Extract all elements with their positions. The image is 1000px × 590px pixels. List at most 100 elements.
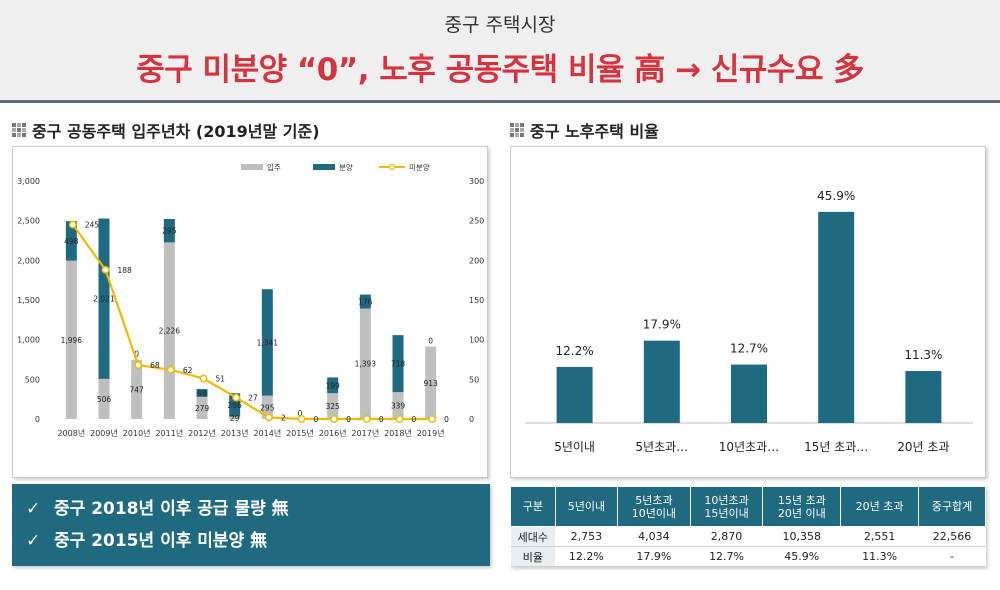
unsold-data-label: 0 bbox=[346, 415, 351, 424]
ratio-bar bbox=[556, 366, 593, 423]
x-tick-label: 10년초과… bbox=[719, 440, 779, 454]
left-section-title: 중구 공동주택 입주년차 (2019년말 기준) bbox=[12, 118, 320, 142]
move-in-data-label: 29 bbox=[230, 414, 240, 423]
right-section-title: 중구 노후주택 비율 bbox=[510, 118, 659, 142]
table-header-cell: 15년 초과 20년 이내 bbox=[762, 486, 842, 527]
sale-data-label: 295 bbox=[162, 227, 177, 236]
move-in-bar bbox=[229, 416, 241, 419]
legend-swatch-move-in bbox=[241, 164, 263, 170]
legend-marker-unsold bbox=[388, 163, 396, 171]
right-section-title-text: 중구 노후주택 비율 bbox=[530, 122, 659, 141]
unsold-point bbox=[395, 415, 404, 423]
move-in-data-label: 295 bbox=[260, 403, 275, 412]
y-left-tick-label: 0 bbox=[35, 415, 40, 424]
sale-bar bbox=[163, 219, 175, 243]
sale-data-label: 498 bbox=[64, 237, 79, 246]
legend-label: 분양 bbox=[339, 163, 353, 172]
unsold-point bbox=[428, 415, 437, 423]
unsold-point bbox=[68, 220, 77, 229]
check-icon: ✓ bbox=[26, 499, 41, 519]
y-right-tick-label: 150 bbox=[469, 296, 484, 305]
unsold-data-label: 0 bbox=[379, 415, 384, 424]
y-left-tick-label: 500 bbox=[25, 375, 40, 384]
unsold-data-label: 2 bbox=[281, 413, 286, 422]
move-in-data-label: 1,996 bbox=[61, 336, 83, 345]
y-right-tick-label: 0 bbox=[469, 415, 474, 424]
table-cell: 12.2% bbox=[555, 546, 618, 567]
unsold-data-label: 188 bbox=[118, 266, 133, 275]
legend-label: 미분양 bbox=[409, 163, 430, 172]
aging-ratio-chart: 12.2% 5년이내 17.9% 5년초과… 12.7% 10년초과… 45.9% 15년 초… bbox=[525, 189, 973, 454]
check-icon: ✓ bbox=[26, 531, 41, 551]
move-in-data-label: 1,393 bbox=[355, 360, 377, 369]
y-left-tick-label: 2,000 bbox=[17, 256, 40, 265]
sale-bar bbox=[98, 218, 110, 379]
sale-bar bbox=[327, 377, 339, 394]
y-left-tick-label: 3,000 bbox=[17, 177, 40, 186]
move-in-data-label: 279 bbox=[195, 404, 210, 413]
move-in-bar bbox=[131, 359, 143, 419]
callout-text: 중구 2018년 이후 공급 물량 無 bbox=[54, 499, 289, 519]
left-section-title-text: 중구 공동주택 입주년차 (2019년말 기준) bbox=[32, 122, 320, 141]
ratio-data-label: 12.7% bbox=[730, 342, 768, 356]
sale-data-label: 0 bbox=[298, 409, 303, 418]
x-tick-label: 2010년 bbox=[123, 428, 151, 438]
unsold-point bbox=[199, 374, 208, 383]
ratio-bar bbox=[905, 371, 942, 423]
ratio-bar bbox=[643, 340, 680, 423]
move-in-data-label: 506 bbox=[97, 395, 112, 404]
sale-data-label: 199 bbox=[326, 381, 341, 390]
x-tick-label: 5년초과… bbox=[635, 440, 688, 454]
page-title: 중구 미분양 “0”, 노후 공동주택 비율 高 → 신규수요 多 bbox=[136, 52, 864, 88]
x-tick-label: 2018년 bbox=[384, 428, 412, 438]
y-right-tick-label: 300 bbox=[469, 177, 484, 186]
sale-bar bbox=[359, 294, 371, 309]
move-in-bar bbox=[65, 260, 77, 419]
unsold-data-label: 0 bbox=[412, 415, 417, 424]
unsold-data-label: 27 bbox=[248, 394, 258, 403]
move-in-chart-panel: 3,000 2,500 2,000 1,500 1,000 500 0 300 250 200 15… bbox=[12, 146, 488, 478]
move-in-bar bbox=[261, 395, 273, 419]
table-cell: 2,753 bbox=[555, 526, 618, 547]
sale-data-label: 0 bbox=[134, 350, 139, 359]
unsold-data-label: 68 bbox=[150, 361, 160, 370]
table-cell: 45.9% bbox=[762, 546, 841, 567]
table-header-cell: 5년초과 10년이내 bbox=[617, 486, 691, 527]
x-tick-label: 2014년 bbox=[253, 428, 281, 438]
x-tick-label: 2017년 bbox=[351, 428, 379, 438]
move-in-bar bbox=[196, 396, 208, 419]
move-in-bar bbox=[359, 308, 371, 419]
x-tick-label: 2013년 bbox=[221, 428, 249, 438]
callout-item: ✓ 중구 2018년 이후 공급 물량 無 bbox=[26, 493, 476, 525]
legend-label: 입주 bbox=[267, 163, 281, 172]
table-header-row: 구분 5년이내 5년초과 10년이내 10년초과 15년이내 15년 초과 20년 이… bbox=[510, 486, 986, 527]
move-in-bar bbox=[327, 393, 339, 419]
unsold-point bbox=[166, 365, 175, 374]
legend-swatch-sale bbox=[313, 164, 335, 170]
sale-bar bbox=[392, 335, 404, 393]
table-cell: 2,870 bbox=[690, 526, 763, 547]
ratio-data-label: 45.9% bbox=[817, 189, 855, 203]
y-right-tick-label: 250 bbox=[469, 217, 484, 226]
sale-data-label: 2,021 bbox=[93, 295, 115, 304]
table-header-cell: 구분 bbox=[510, 486, 556, 527]
x-tick-label: 2011년 bbox=[155, 428, 183, 438]
table-cell: 10,358 bbox=[762, 526, 841, 547]
grid-dots-icon bbox=[12, 123, 26, 137]
unsold-point bbox=[362, 415, 371, 423]
x-tick-label: 2015년 bbox=[286, 428, 314, 438]
x-tick-label: 15년 초과… bbox=[804, 440, 868, 454]
sale-data-label: 0 bbox=[428, 337, 433, 346]
sale-bar bbox=[229, 393, 241, 417]
y-right-tick-label: 200 bbox=[469, 256, 484, 265]
ratio-data-label: 12.2% bbox=[556, 344, 594, 358]
unsold-data-label: 0 bbox=[314, 415, 319, 424]
sale-data-label: 98 bbox=[197, 389, 207, 398]
move-in-data-label: 325 bbox=[326, 402, 341, 411]
table-header-cell: 10년초과 15년이내 bbox=[689, 486, 764, 527]
aging-chart-panel: 12.2% 5년이내 17.9% 5년초과… 12.7% 10년초과… 45.9% 15년 초… bbox=[510, 146, 986, 478]
unsold-line bbox=[71, 223, 433, 421]
x-tick-label: 5년이내 bbox=[554, 440, 595, 454]
move-in-data-label: 339 bbox=[391, 402, 406, 411]
unsold-point bbox=[101, 265, 110, 274]
